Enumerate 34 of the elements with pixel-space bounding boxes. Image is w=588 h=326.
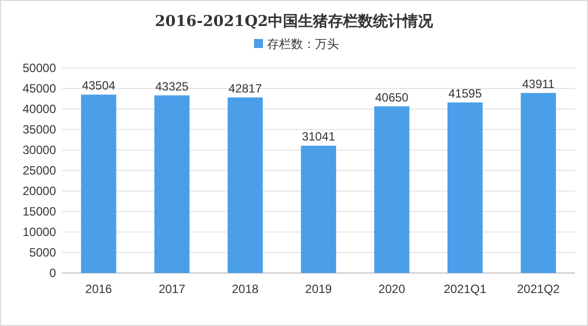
legend-label: 存栏数：万头: [267, 37, 339, 51]
data-label: 42817: [228, 81, 262, 96]
data-label: 41595: [448, 86, 482, 100]
y-tick-label: 40000: [22, 102, 56, 116]
x-tick-label: 2016: [85, 282, 112, 296]
x-tick-label: 2020: [378, 282, 406, 296]
x-tick-label: 2017: [158, 282, 186, 296]
bar: [228, 97, 263, 273]
y-tick-label: 10000: [22, 225, 56, 239]
bar: [447, 102, 483, 273]
y-tick-label: 35000: [22, 122, 56, 136]
x-tick-label: 2021Q1: [444, 282, 487, 296]
y-tick-label: 20000: [22, 184, 56, 198]
y-tick-label: 5000: [29, 246, 56, 260]
y-tick-label: 0: [49, 266, 56, 280]
chart-title: 2016-2021Q2中国生猪存栏数统计情况: [154, 12, 434, 30]
x-tick-label: 2019: [305, 282, 332, 296]
y-tick-label: 50000: [22, 61, 56, 75]
data-label: 31041: [302, 130, 336, 144]
data-label: 43504: [82, 78, 116, 93]
data-label: 43911: [522, 76, 555, 91]
x-tick-label: 2021Q2: [517, 282, 560, 296]
bar: [154, 95, 190, 273]
bar: [300, 146, 336, 273]
bar: [374, 106, 410, 273]
y-tick-label: 45000: [22, 82, 56, 96]
x-tick-label: 2018: [232, 282, 259, 296]
y-tick-label: 25000: [22, 164, 56, 178]
data-label: 43325: [155, 79, 189, 94]
y-tick-label: 15000: [22, 204, 56, 218]
y-tick-label: 30000: [22, 143, 56, 157]
data-label: 40650: [375, 90, 409, 104]
bar: [81, 94, 116, 273]
bar: [520, 92, 556, 273]
